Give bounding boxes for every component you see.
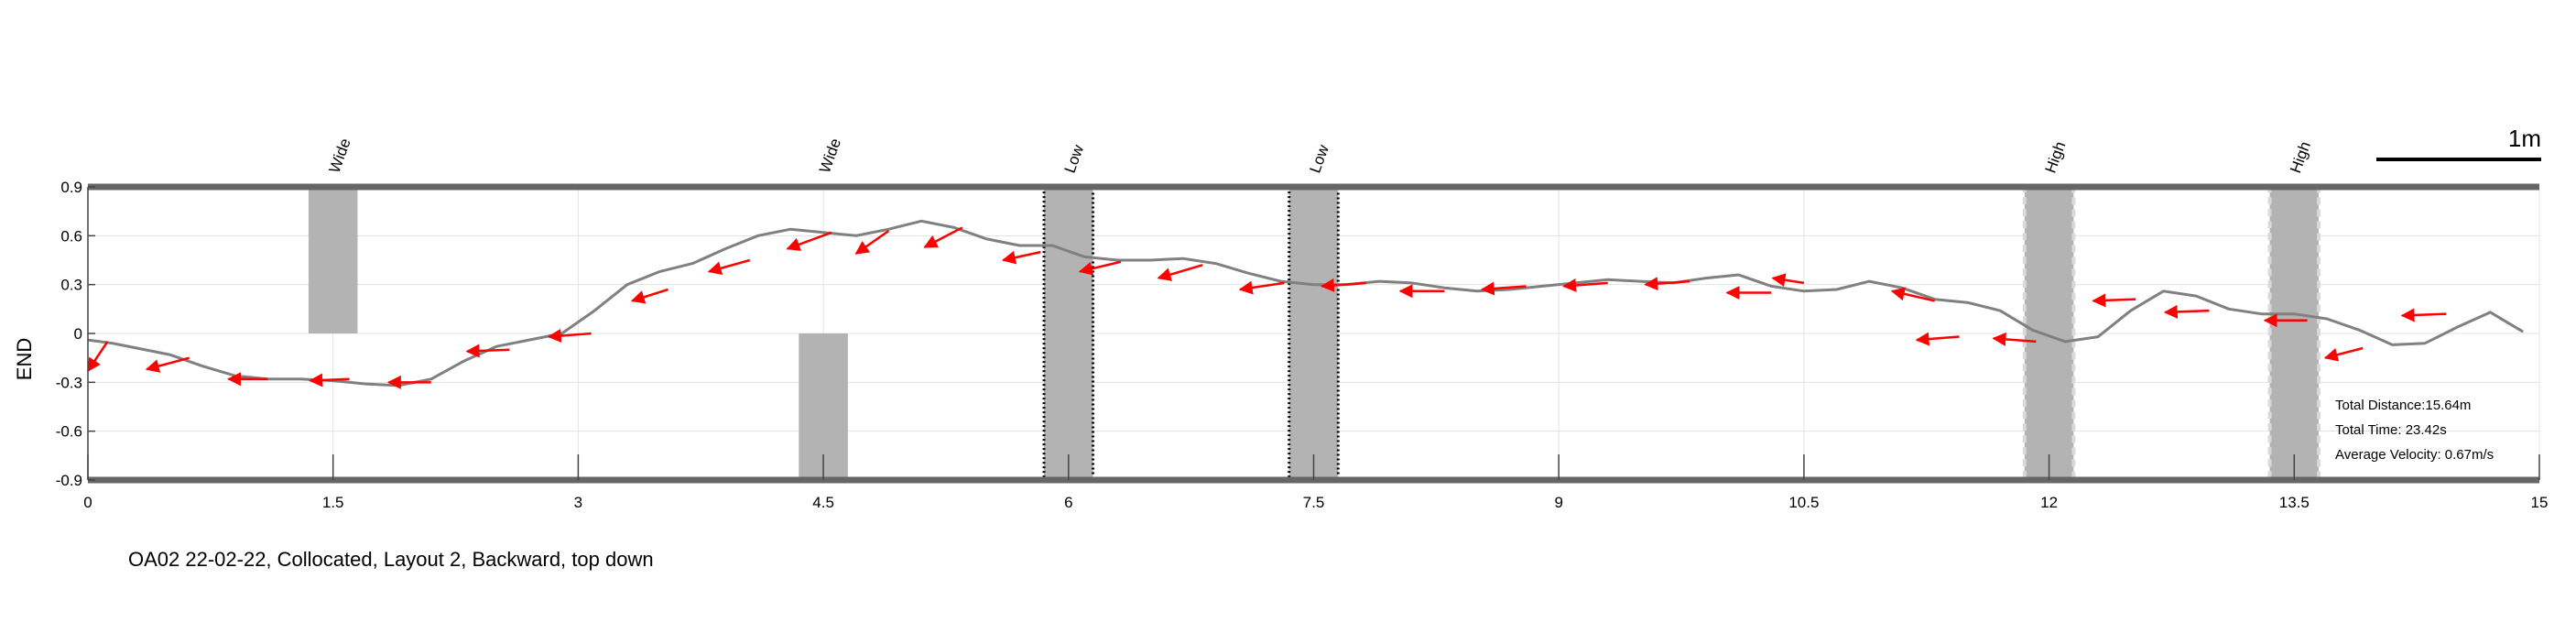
total-time: Total Time: 23.42s [2335,422,2447,438]
total-distance: Total Distance:15.64m [2335,398,2471,413]
axes: 0 1.5 3 4.5 6 7.5 9 10.5 12 13.5 15 0.9 0.6 0.3 0 -0.3 -… [56,179,2549,511]
heading-arrow [854,229,890,255]
heading-arrow [145,356,190,373]
x-tick-label: 10.5 [1788,494,1819,511]
heading-arrow [547,329,592,344]
heading-arrow [2163,304,2210,319]
y-tick-label: -0.6 [56,423,82,441]
heading-arrow [309,373,350,387]
heading-arrow [786,231,832,251]
heading-arrow [1320,278,1366,292]
average-velocity: Average Velocity: 0.67m/s [2335,447,2494,463]
heading-arrow [1992,332,2037,346]
heading-arrow [1644,277,1690,291]
obstacle [1288,185,1340,482]
heading-arrow [1157,264,1203,281]
heading-arrow [1890,287,1935,302]
x-tick-label: 12 [2040,494,2058,511]
stats-box: Total Distance:15.64m Total Time: 23.42s… [2335,398,2494,463]
heading-arrow [1001,250,1041,265]
y-tick-label: 0.3 [60,277,82,294]
figure-caption: OA02 22-02-22, Collocated, Layout 2, Bac… [128,548,654,571]
obstacle-label: Low [1061,142,1088,175]
obstacle [2022,185,2076,482]
x-tick-label: 15 [2531,494,2549,511]
heading-arrow [923,226,963,248]
obstacle-label: Wide [816,136,844,175]
x-tick-label: 3 [574,494,582,511]
x-tick-label: 6 [1064,494,1072,511]
x-tick-label: 7.5 [1303,494,1325,511]
heading-arrow [707,258,751,276]
y-tick-label: 0.9 [60,179,82,196]
x-tick-label: 0 [83,494,92,511]
heading-arrow [1078,260,1122,276]
heading-arrow [86,341,109,373]
obstacle-label: Wide [326,136,354,175]
heading-arrow [2400,308,2447,322]
x-tick-label: 13.5 [2279,494,2310,511]
heading-arrow [1480,281,1527,296]
obstacle-labels: Wide Wide Low Low High High [326,136,2314,175]
obstacle [308,187,358,333]
heading-arrow [2092,293,2136,308]
heading-arrow [1562,278,1608,292]
heading-arrow [465,344,510,358]
y-axis-label: END [13,338,36,380]
y-tick-label: 0.6 [60,227,82,245]
path-line [87,219,2524,387]
y-tick-label: 0 [74,325,82,343]
heading-arrow [630,288,668,304]
obstacle-label: High [2042,139,2070,175]
x-tick-label: 9 [1554,494,1562,511]
heading-arrow [1238,280,1285,295]
scale-bar: 1m [2376,125,2541,161]
obstacle [2267,185,2321,482]
heading-arrow [2323,346,2364,362]
scale-bar-label: 1m [2508,125,2541,152]
obstacle-label: High [2287,139,2314,175]
x-tick-label: 4.5 [812,494,834,511]
x-tick-label: 1.5 [322,494,344,511]
y-tick-label: -0.3 [56,374,82,391]
obstacle [1042,185,1095,482]
heading-arrow [1915,332,1960,346]
walking-path [87,219,2524,387]
obstacle-label: Low [1306,142,1332,175]
heading-arrow [1771,273,1805,288]
y-tick-label: -0.9 [56,472,82,489]
heading-arrows [86,226,2447,389]
